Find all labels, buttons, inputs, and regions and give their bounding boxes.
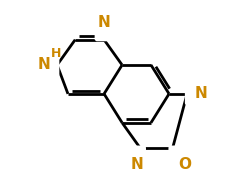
Text: N: N	[43, 56, 57, 74]
Text: N: N	[187, 85, 201, 103]
Text: N: N	[130, 157, 143, 172]
Text: O: O	[178, 157, 191, 172]
Text: N: N	[98, 15, 110, 30]
Text: O: O	[171, 148, 185, 166]
Text: N: N	[37, 57, 50, 72]
Text: N: N	[130, 148, 143, 166]
Text: H: H	[51, 47, 61, 60]
Text: N: N	[97, 21, 111, 39]
Text: N: N	[194, 86, 207, 101]
